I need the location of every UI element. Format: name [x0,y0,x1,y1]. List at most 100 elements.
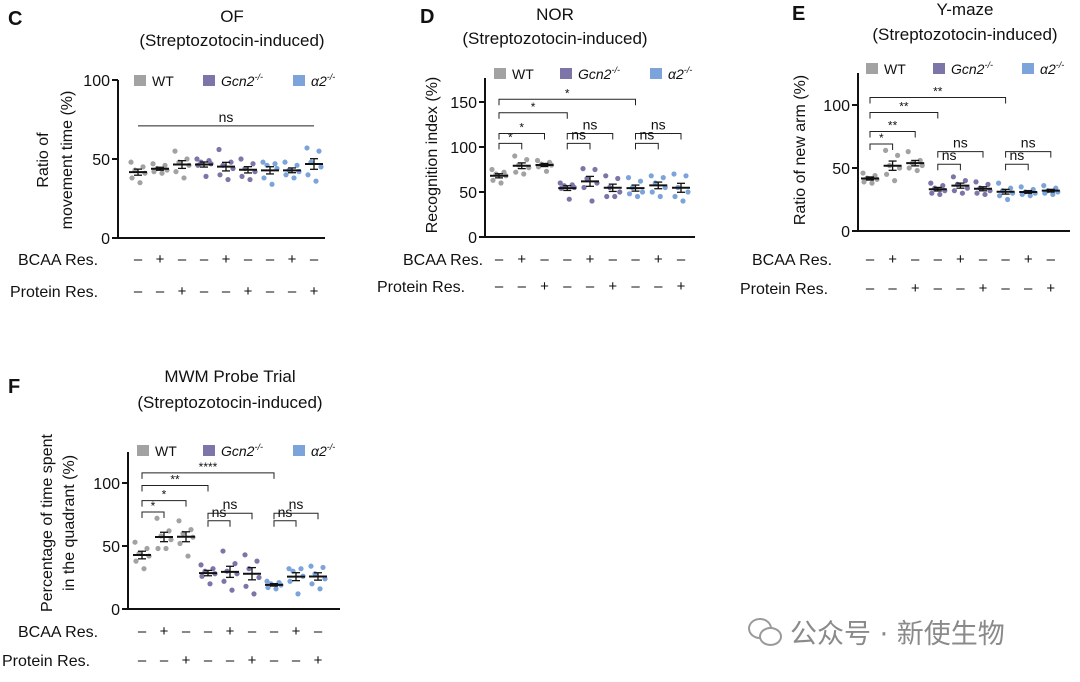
data-point [242,552,248,558]
legend-label-gcn2: Gcn2-/- [951,60,993,77]
data-point [906,165,912,171]
protein-sign: – [934,280,943,297]
data-point [557,180,563,186]
bcaa-row-label: BCAA Res. [18,624,98,641]
data-point [634,193,641,200]
data-point [685,189,691,195]
panel-C: C OF (Streptozotocin-induced) 0 50 100 Ratio o… [8,7,335,301]
legend-swatch-gcn2 [560,68,572,79]
data-point [129,175,135,181]
bcaa-sign: – [934,251,943,268]
y-tick-label: 0 [101,231,110,248]
bcaa-row-label: BCAA Res. [752,252,832,269]
bcaa-sign: – [244,251,253,268]
data-point [155,545,161,552]
protein-sign: – [288,283,297,300]
watermark: 公众号 · 新使生物 [748,612,1005,651]
data-point [919,162,925,169]
data-point [589,198,595,204]
protein-sign: + [182,652,191,669]
significance-label: * [531,100,536,114]
data-point [615,175,621,182]
significance-bracket [141,472,275,479]
bcaa-sign: – [563,251,572,268]
data-point [1041,183,1047,189]
data-point [232,561,238,567]
data-point [997,193,1003,199]
chart-subtitle: (Streptozotocin-induced) [137,393,322,412]
data-point [521,171,527,177]
chart-subtitle: (Streptozotocin-induced) [139,31,324,50]
significance-label: **** [199,460,218,474]
data-point [951,188,958,194]
data-point [672,193,678,200]
bcaa-sign: – [182,623,191,640]
bcaa-sign: – [631,251,640,268]
data-point [140,164,146,170]
legend-swatch-a2 [293,75,305,86]
data-point [316,148,322,154]
protein-sign: – [1024,280,1033,297]
significance-label: * [151,499,156,513]
data-point [194,156,200,162]
bcaa-sign: – [1047,251,1056,268]
data-point [286,566,292,572]
bcaa-sign: + [1024,251,1033,268]
data-point [256,574,262,581]
legend-swatch-wt [137,445,149,456]
data-point [132,539,138,545]
legend-text: Gcn2 [578,66,612,82]
protein-sign: + [178,283,187,300]
data-point [282,159,288,165]
significance-bracket [141,500,187,507]
data-point [238,156,244,162]
data-point [869,180,875,186]
data-point [309,581,315,587]
data-point [322,576,328,582]
legend-label-gcn2: Gcn2-/- [221,72,263,89]
legend-superscript: -/- [984,60,993,70]
protein-sign: + [677,278,686,295]
significance-label: ns [571,126,586,142]
bcaa-sign: + [288,251,297,268]
legend-text: WT [155,443,177,459]
protein-sign: – [204,652,213,669]
data-point [950,174,957,180]
significance-label: ns [223,496,238,512]
protein-sign: – [292,652,301,669]
legend-swatch-gcn2 [203,75,215,86]
legend-label-gcn2: Gcn2-/- [578,65,620,82]
significance-bracket [207,520,231,527]
protein-sign: – [266,283,275,300]
significance-bracket [498,112,568,119]
data-point [294,162,300,168]
protein-sign: – [518,278,527,295]
data-point [298,566,304,572]
y-tick-label: 0 [841,224,850,241]
bcaa-sign: – [204,623,213,640]
panel-F: F MWM Probe Trial (Streptozotocin-induced)… [2,367,340,670]
bcaa-sign: + [226,623,235,640]
data-point [592,166,598,173]
significance-bracket [1005,151,1052,158]
significance-bracket [1005,163,1029,171]
panel-letter: D [420,6,434,28]
legend-swatch-wt [866,63,878,74]
data-point [543,168,550,174]
legend-label-wt: WT [512,66,534,82]
data-point [928,180,934,186]
protein-sign: – [956,280,965,297]
data-point [657,193,663,200]
bcaa-sign: – [677,251,686,268]
data-point [1019,191,1025,198]
bcaa-sign: + [517,251,526,268]
significance-bracket [273,520,297,527]
significance-bracket [566,133,614,140]
protein-sign: + [540,278,549,295]
bcaa-sign: + [222,251,231,268]
data-point [320,564,326,571]
legend-text: Gcn2 [221,73,255,89]
data-point [317,586,323,592]
legend-text: Gcn2 [221,443,255,459]
